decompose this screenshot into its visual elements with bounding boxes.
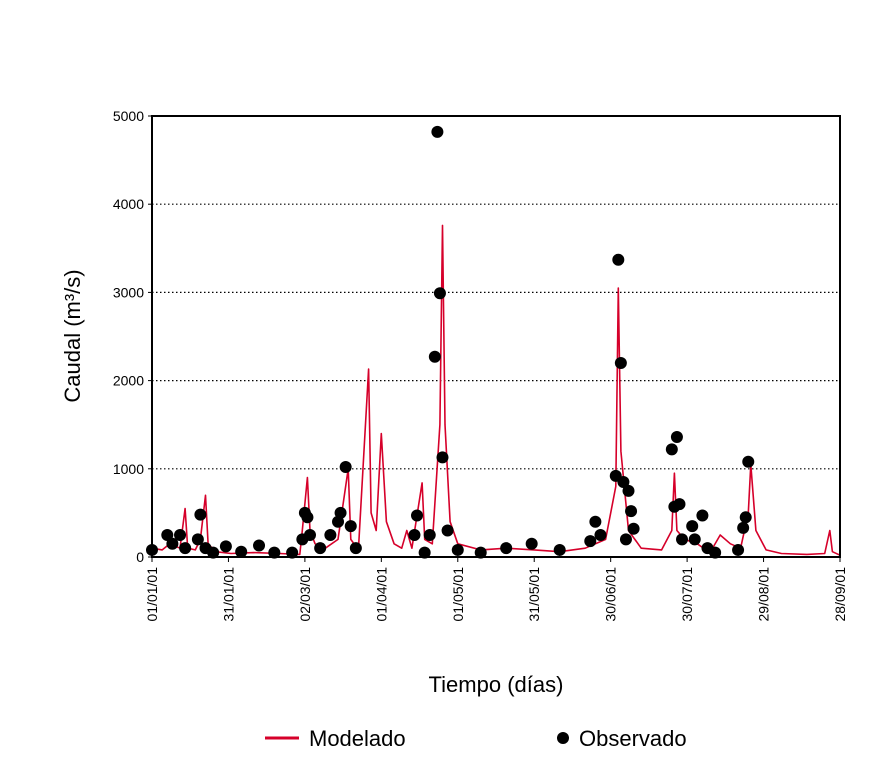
point (670, 431, 683, 444)
point (709, 546, 722, 559)
point (737, 521, 750, 534)
point (732, 543, 745, 556)
point (286, 546, 299, 559)
x-tick-label: 02/03/01 (297, 567, 313, 622)
point (207, 546, 220, 559)
point (584, 535, 597, 548)
point (161, 528, 174, 541)
point (219, 540, 232, 553)
point (324, 528, 337, 541)
point (451, 543, 464, 556)
point (191, 533, 204, 546)
y-tick-label: 1000 (113, 461, 144, 477)
point (742, 455, 755, 468)
x-tick-label: 01/01/01 (144, 567, 160, 622)
point (614, 356, 627, 369)
point (627, 522, 640, 535)
plot-frame (151, 115, 841, 558)
point (441, 524, 454, 537)
y-tick-label: 4000 (113, 196, 144, 212)
x-tick-label: 30/07/01 (679, 567, 695, 622)
point (301, 511, 314, 524)
point (411, 509, 424, 522)
point (525, 537, 538, 550)
point (334, 506, 347, 519)
x-tick-label: 31/01/01 (220, 567, 236, 622)
y-tick-label: 2000 (113, 373, 144, 389)
point (314, 542, 327, 555)
point (436, 451, 449, 464)
point (676, 533, 689, 546)
y-tick-label: 3000 (113, 284, 144, 300)
point (617, 476, 630, 489)
x-axis-label: Tiempo (días) (429, 672, 564, 697)
legend-label: Observado (579, 726, 687, 751)
point (428, 350, 441, 363)
point (235, 545, 248, 558)
point (594, 528, 607, 541)
point (474, 546, 487, 559)
point (344, 520, 357, 533)
y-axis-label: Caudal (m³/s) (60, 269, 85, 402)
point (622, 484, 635, 497)
point (612, 253, 625, 266)
point (179, 542, 192, 555)
point (665, 443, 678, 456)
point (739, 511, 752, 524)
point (431, 125, 444, 138)
legend-swatch (557, 732, 569, 744)
x-tick-label: 29/08/01 (756, 567, 772, 622)
point (433, 287, 446, 300)
point (166, 537, 179, 550)
point (339, 461, 352, 474)
point (253, 539, 266, 552)
point (553, 543, 566, 556)
point (418, 546, 431, 559)
point (349, 542, 362, 555)
x-tick-label: 31/05/01 (526, 567, 542, 622)
point (303, 528, 316, 541)
x-tick-label: 01/05/01 (450, 567, 466, 622)
point (589, 515, 602, 528)
point (268, 546, 281, 559)
point (174, 528, 187, 541)
point (673, 498, 686, 511)
point (500, 542, 513, 555)
y-tick-label: 0 (136, 549, 144, 565)
x-tick-label: 01/04/01 (373, 567, 389, 622)
point (688, 533, 701, 546)
x-tick-label: 30/06/01 (603, 567, 619, 622)
line (151, 224, 841, 556)
y-tick-label: 5000 (113, 108, 144, 124)
point (408, 528, 421, 541)
legend-label: Modelado (309, 726, 406, 751)
point (696, 509, 709, 522)
point (194, 508, 207, 521)
point (423, 528, 436, 541)
point (686, 520, 699, 533)
point (619, 533, 632, 546)
point (625, 505, 638, 518)
x-tick-label: 28/09/01 (832, 567, 848, 622)
